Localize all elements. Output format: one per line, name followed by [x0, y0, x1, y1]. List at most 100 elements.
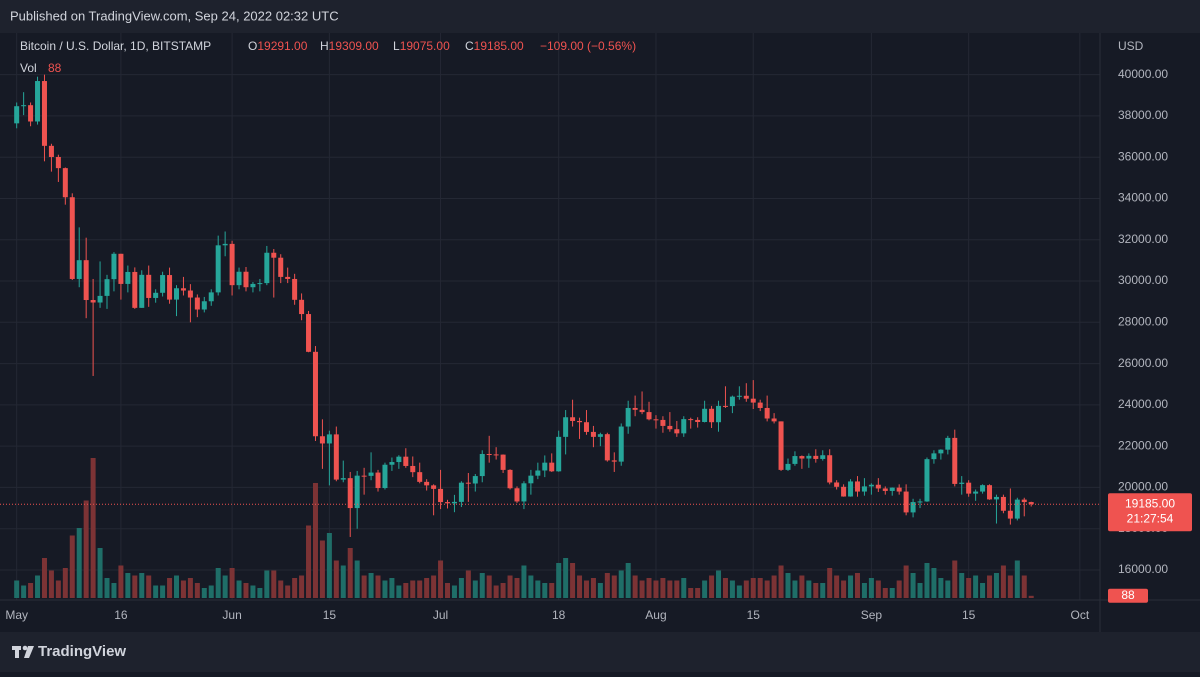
candle-body — [285, 276, 291, 279]
candle-body — [1014, 499, 1020, 519]
y-tick-label: 16000.00 — [1118, 562, 1168, 576]
candle-body — [472, 476, 478, 484]
volume-bar — [577, 575, 583, 598]
x-tick-label: 18 — [552, 608, 566, 622]
candle-body — [243, 271, 249, 288]
candle-body — [618, 426, 624, 462]
candle-body — [688, 419, 694, 421]
candle-body — [570, 417, 576, 421]
candle-body — [118, 253, 124, 284]
candle-body — [396, 456, 402, 463]
candle-body — [347, 478, 353, 509]
volume-bar — [403, 583, 409, 598]
candle-body — [820, 455, 826, 459]
volume-bar — [472, 580, 478, 598]
volume-bar — [875, 580, 881, 598]
volume-bar — [993, 573, 999, 598]
volume-bar — [465, 570, 471, 598]
candle-body — [764, 407, 770, 419]
legend-value: 19309.00 — [329, 39, 379, 53]
volume-bar — [319, 540, 325, 598]
candle-body — [132, 271, 138, 308]
volume-bar — [187, 578, 193, 598]
volume-bar — [868, 578, 874, 598]
candle-body — [1007, 510, 1013, 519]
volume-bar — [208, 585, 214, 598]
volume-bar — [570, 563, 576, 598]
volume-bar — [35, 575, 41, 598]
volume-bar — [28, 583, 34, 598]
candle-body — [875, 484, 881, 489]
candle-body — [194, 297, 200, 310]
volume-bar — [618, 570, 624, 598]
candle-body — [980, 485, 986, 492]
volume-bar — [952, 560, 958, 598]
candle-body — [431, 485, 437, 489]
volume-bar — [285, 585, 291, 598]
volume-bar — [458, 578, 464, 598]
volume-bar — [820, 583, 826, 598]
candle-body — [139, 274, 145, 308]
volume-bar — [173, 575, 180, 598]
volume-bar — [139, 573, 145, 598]
volume-bar — [69, 535, 75, 598]
volume-bar — [750, 578, 756, 598]
volume-bar — [153, 585, 159, 598]
y-tick-label: 36000.00 — [1118, 149, 1168, 163]
volume-bar — [431, 575, 437, 598]
legend-key: C — [465, 39, 474, 53]
volume-bar — [229, 568, 235, 598]
candle-body — [556, 436, 562, 472]
candle-body — [861, 486, 867, 492]
volume-bar — [410, 580, 416, 598]
candle-body — [549, 462, 555, 472]
y-tick-label: 20000.00 — [1118, 480, 1168, 494]
candle-body — [868, 484, 874, 487]
candle-body — [21, 105, 27, 107]
y-tick-label: 26000.00 — [1118, 356, 1168, 370]
volume-bar — [382, 580, 388, 598]
candle-body — [945, 437, 951, 450]
volume-bar — [500, 583, 506, 598]
volume-bar — [528, 575, 534, 598]
volume-bar — [667, 580, 673, 598]
legend-key: L — [393, 39, 400, 53]
plot — [0, 74, 1100, 598]
candle-body — [785, 463, 791, 470]
candle-body — [389, 462, 395, 465]
candle-body — [326, 434, 332, 444]
x-tick-label: Jun — [222, 608, 241, 622]
volume-bar — [785, 573, 791, 598]
candle-body — [660, 419, 666, 426]
volume-bar — [834, 575, 840, 598]
volume-legend: Vol 88 — [20, 61, 62, 75]
candle-body — [354, 475, 360, 509]
x-tick-label: 15 — [747, 608, 761, 622]
volume-bar — [111, 583, 117, 598]
candle-body — [729, 396, 735, 407]
candle-body — [62, 168, 68, 198]
legend-value: 19075.00 — [400, 39, 450, 53]
x-tick-label: Jul — [433, 608, 448, 622]
y-tick-label: 38000.00 — [1118, 108, 1168, 122]
candle-body — [410, 465, 416, 473]
y-tick-label: 24000.00 — [1118, 397, 1168, 411]
volume-bar — [910, 573, 916, 598]
volume-bar — [743, 580, 749, 598]
volume-bar — [445, 583, 451, 598]
volume-bar — [361, 575, 367, 598]
volume-bar — [674, 580, 680, 598]
candle-body — [632, 407, 638, 410]
volume-bar — [479, 573, 485, 598]
candle-body — [834, 482, 840, 487]
legend-value: 19291.00 — [257, 39, 307, 53]
legend-key: H — [320, 39, 329, 53]
candle-body — [583, 422, 589, 432]
footer — [0, 632, 1200, 672]
volume-value: 88 — [48, 61, 62, 75]
candle-body — [813, 455, 819, 459]
volume-bar — [76, 528, 82, 598]
candle-body — [35, 81, 41, 122]
volume-bar — [549, 583, 555, 598]
